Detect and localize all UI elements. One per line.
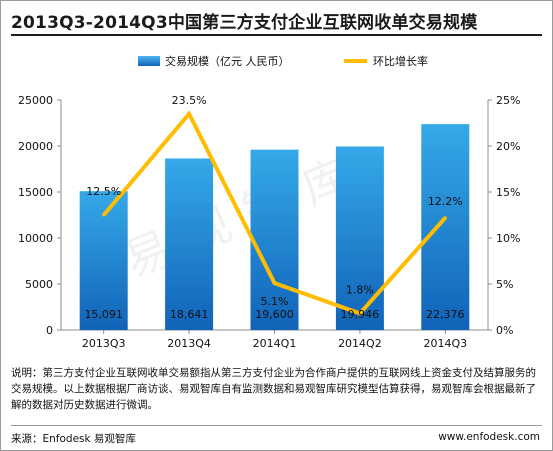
legend-label-bar: 交易规模（亿元 人民币） xyxy=(165,54,290,68)
bar-value-label: 15,091 xyxy=(84,308,123,321)
chart-note: 说明：第三方支付企业互联网收单交易额指从第三方支付企业为合作商户提供的互联网线上… xyxy=(11,367,536,411)
y-right-tick-label: 5% xyxy=(496,278,513,291)
y-right-tick-label: 20% xyxy=(496,140,520,153)
y-right-tick-label: 0% xyxy=(496,324,513,337)
x-tick-label: 2013Q3 xyxy=(82,337,126,350)
y-right-tick-label: 15% xyxy=(496,186,520,199)
bar xyxy=(250,149,299,330)
legend-swatch-bar xyxy=(138,56,160,66)
bar xyxy=(421,124,470,330)
y-left-tick-label: 0 xyxy=(46,324,53,337)
growth-point xyxy=(443,216,447,220)
x-tick-label: 2014Q2 xyxy=(338,337,382,350)
y-left-tick-label: 20000 xyxy=(18,140,53,153)
footer-divider xyxy=(11,425,542,426)
bar-value-label: 19,946 xyxy=(341,308,380,321)
y-right-tick-label: 25% xyxy=(496,94,520,107)
bar-value-label: 19,600 xyxy=(255,308,294,321)
growth-value-label: 23.5% xyxy=(172,94,207,107)
bar xyxy=(335,146,384,330)
bar-value-label: 18,641 xyxy=(170,308,209,321)
y-left-tick-label: 15000 xyxy=(18,186,53,199)
y-left-tick-label: 10000 xyxy=(18,232,53,245)
y-left-tick-label: 25000 xyxy=(18,94,53,107)
x-tick-label: 2014Q1 xyxy=(253,337,297,350)
x-tick-label: 2013Q4 xyxy=(167,337,211,350)
growth-value-label: 12.2% xyxy=(428,195,463,208)
growth-point xyxy=(358,311,362,315)
legend-label-line: 环比增长率 xyxy=(373,54,428,68)
title-divider xyxy=(11,34,542,36)
legend: 交易规模（亿元 人民币） 环比增长率 xyxy=(138,54,428,68)
source-url: www.enfodesk.com xyxy=(438,431,540,443)
growth-value-label: 12.5% xyxy=(86,185,121,198)
growth-value-label: 5.1% xyxy=(261,295,289,308)
growth-value-label: 1.8% xyxy=(346,283,374,296)
combo-chart: 交易规模（亿元 人民币） 环比增长率 0 5000 10000 15000 20000 2… xyxy=(18,54,520,350)
growth-point xyxy=(102,213,106,217)
growth-point xyxy=(187,112,191,116)
bar-value-label: 22,376 xyxy=(426,308,465,321)
bar xyxy=(165,158,214,330)
source-text: 来源：Enfodesk 易观智库 xyxy=(11,433,136,445)
y-right-tick-label: 10% xyxy=(496,232,520,245)
growth-point xyxy=(273,281,276,285)
x-tick-label: 2014Q3 xyxy=(423,337,467,350)
y-left-tick-label: 5000 xyxy=(25,278,53,291)
page-title: 2013Q3-2014Q3中国第三方支付企业互联网收单交易规模 xyxy=(11,13,478,33)
